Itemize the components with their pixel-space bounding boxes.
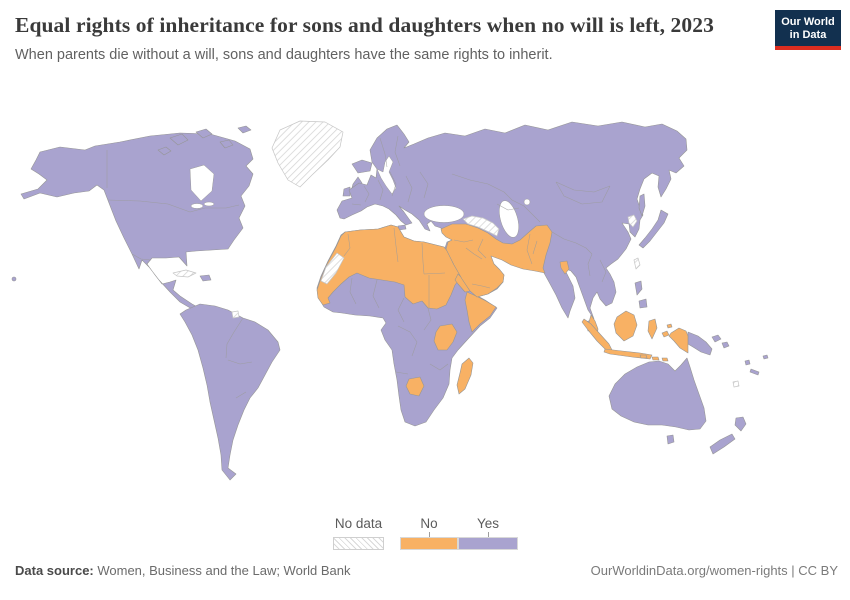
no-data-taiwan[interactable] [633,257,641,270]
world-choropleth-map[interactable] [0,112,850,508]
license-text[interactable]: OurWorldinData.org/women-rights | CC BY [590,563,838,578]
chart-subtitle: When parents die without a will, sons an… [15,46,553,63]
chart-title: Equal rights of inheritance for sons and… [15,13,714,37]
country-philippines-luzon[interactable] [634,280,643,296]
owid-logo-line2: in Data [789,29,827,41]
legend-label-no-data: No data [334,516,383,531]
country-somalia[interactable] [464,291,497,333]
legend-label-yes: Yes [476,516,500,531]
country-bangladesh[interactable] [559,260,570,275]
landmass-arctic-islands[interactable] [157,125,252,156]
data-source-value: Women, Business and the Law; World Bank [93,563,351,578]
border-lines-europe [351,135,429,206]
country-new-zealand-south[interactable] [709,433,736,455]
legend-tick-yes [488,532,489,537]
no-data-greenland[interactable] [271,120,344,188]
data-source-label: Data source: [15,563,94,578]
map-legend: No data No Yes [0,515,850,555]
no-data-western-sahara[interactable] [320,252,345,285]
pacific-islands[interactable] [711,334,769,376]
data-source-text: Data source: Women, Business and the Law… [15,563,351,578]
legend-swatch-no[interactable] [400,537,458,550]
island-tasmania[interactable] [666,434,675,445]
country-botswana[interactable] [405,376,425,397]
chart-footer: Data source: Women, Business and the Law… [15,563,838,578]
landmass-north-america[interactable] [20,132,254,315]
islands-moluccas-lesser-sunda[interactable] [639,323,673,362]
border-lines-americas [106,150,253,399]
owid-logo-line1: Our World [781,16,835,28]
country-madagascar[interactable] [456,357,474,395]
caspian-sea [499,200,519,238]
region-west-new-guinea[interactable] [668,327,689,354]
region-north-africa-no[interactable] [316,224,462,310]
chart-header: Equal rights of inheritance for sons and… [15,10,765,63]
great-lakes [190,203,204,209]
black-sea [423,205,465,223]
landmass-south-america[interactable] [179,303,281,481]
legend-label-no: No [420,516,438,531]
country-australia[interactable] [608,357,707,431]
country-japan[interactable] [638,209,669,249]
island-hawaii[interactable] [11,276,17,282]
legend-swatch-no-data[interactable] [333,537,384,550]
owid-logo[interactable]: Our World in Data [775,10,841,50]
no-data-french-guiana[interactable] [231,310,240,319]
no-data-fiji[interactable] [732,380,740,388]
island-hispaniola[interactable] [199,274,212,282]
country-philippines-mindanao[interactable] [638,298,648,309]
country-ireland[interactable] [342,186,351,197]
island-sakhalin[interactable] [638,193,646,217]
country-iceland[interactable] [351,159,373,174]
country-tanzania[interactable] [433,323,458,351]
no-data-cuba[interactable] [172,269,197,278]
border-lines-africa [343,227,491,375]
island-borneo[interactable] [613,310,638,342]
country-new-zealand-north[interactable] [734,416,747,432]
island-java[interactable] [603,348,653,360]
great-lakes-2 [203,201,215,207]
no-data-caucasus[interactable] [462,215,500,237]
baltic-sea [376,155,397,195]
border-lines-asia [451,173,611,283]
country-papua-new-guinea[interactable] [687,331,713,356]
island-sulawesi[interactable] [647,318,658,340]
legend-tick-no [429,532,430,537]
island-sumatra[interactable] [581,318,614,353]
hudson-bay [189,164,215,202]
legend-swatch-yes[interactable] [458,537,518,550]
region-middle-east-no[interactable] [440,223,553,298]
aral-sea [523,198,531,206]
no-data-north-korea[interactable] [627,214,638,228]
